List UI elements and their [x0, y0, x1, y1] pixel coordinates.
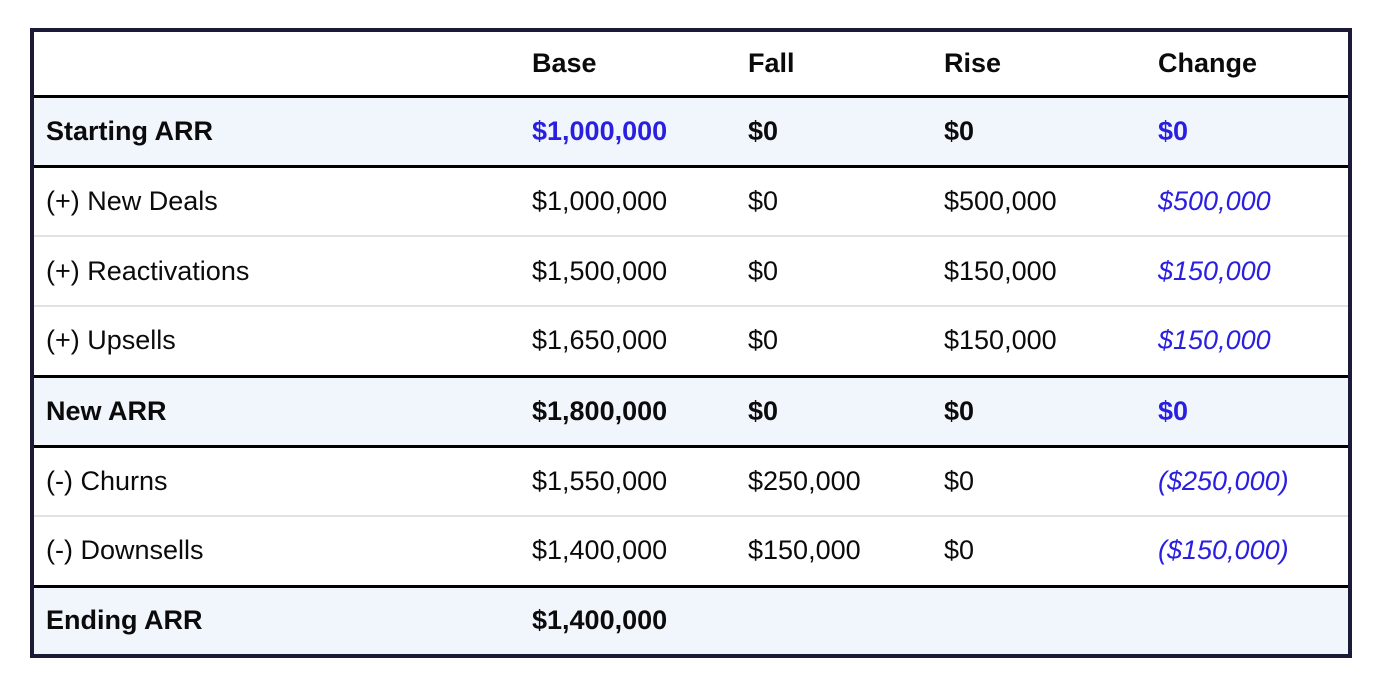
cell-change: ($150,000): [1158, 535, 1289, 566]
row-label: (-) Churns: [46, 465, 168, 496]
cell-fall: [736, 586, 932, 656]
table-row-ending-arr: Ending ARR $1,400,000: [32, 586, 1350, 656]
row-label: (+) Upsells: [46, 325, 176, 356]
cell-base: $1,000,000: [532, 115, 668, 146]
table-row-downsells: (-) Downsells $1,400,000 $150,000 $0 ($1…: [32, 516, 1350, 586]
arr-waterfall-table: Base Fall Rise Change Starting ARR $1,00…: [30, 28, 1352, 658]
cell-rise: $0: [944, 115, 975, 146]
cell-change: $0: [1158, 115, 1189, 146]
row-label: Ending ARR: [46, 605, 203, 636]
cell-change: $500,000: [1158, 185, 1271, 216]
column-header-base: Base: [532, 47, 597, 78]
cell-change: $150,000: [1158, 325, 1271, 356]
row-label: (+) New Deals: [46, 185, 218, 216]
cell-base: $1,650,000: [532, 325, 668, 356]
column-header-label: [32, 30, 520, 96]
cell-rise: $150,000: [944, 255, 1057, 286]
table-row-new-arr: New ARR $1,800,000 $0 $0 $0: [32, 376, 1350, 446]
cell-fall: $150,000: [748, 535, 861, 566]
row-label: (+) Reactivations: [46, 255, 250, 286]
cell-fall: $0: [748, 115, 779, 146]
table-row-churns: (-) Churns $1,550,000 $250,000 $0 ($250,…: [32, 446, 1350, 516]
cell-base: $1,400,000: [532, 605, 668, 636]
cell-change: $150,000: [1158, 255, 1271, 286]
cell-change: ($250,000): [1158, 465, 1289, 496]
cell-rise: $0: [944, 535, 975, 566]
row-label: Starting ARR: [46, 115, 213, 146]
table-header-row: Base Fall Rise Change: [32, 30, 1350, 96]
cell-base: $1,000,000: [532, 185, 668, 216]
column-header-fall: Fall: [748, 47, 795, 78]
row-label: New ARR: [46, 395, 167, 426]
cell-rise: $0: [944, 395, 975, 426]
cell-base: $1,500,000: [532, 255, 668, 286]
cell-fall: $0: [748, 325, 779, 356]
column-header-change: Change: [1158, 47, 1258, 78]
cell-rise: $150,000: [944, 325, 1057, 356]
cell-rise: $500,000: [944, 185, 1057, 216]
cell-fall: $0: [748, 255, 779, 286]
cell-change: [1146, 586, 1350, 656]
cell-base: $1,550,000: [532, 465, 668, 496]
column-header-rise: Rise: [944, 47, 1002, 78]
table-row-upsells: (+) Upsells $1,650,000 $0 $150,000 $150,…: [32, 306, 1350, 376]
cell-rise: [932, 586, 1146, 656]
cell-base: $1,400,000: [532, 535, 668, 566]
row-label: (-) Downsells: [46, 535, 204, 566]
cell-fall: $250,000: [748, 465, 861, 496]
table-row-starting-arr: Starting ARR $1,000,000 $0 $0 $0: [32, 96, 1350, 166]
cell-fall: $0: [748, 395, 779, 426]
cell-change: $0: [1158, 395, 1189, 426]
table-row-reactivations: (+) Reactivations $1,500,000 $0 $150,000…: [32, 236, 1350, 306]
table-row-new-deals: (+) New Deals $1,000,000 $0 $500,000 $50…: [32, 166, 1350, 236]
cell-base: $1,800,000: [532, 395, 668, 426]
cell-rise: $0: [944, 465, 975, 496]
cell-fall: $0: [748, 185, 779, 216]
